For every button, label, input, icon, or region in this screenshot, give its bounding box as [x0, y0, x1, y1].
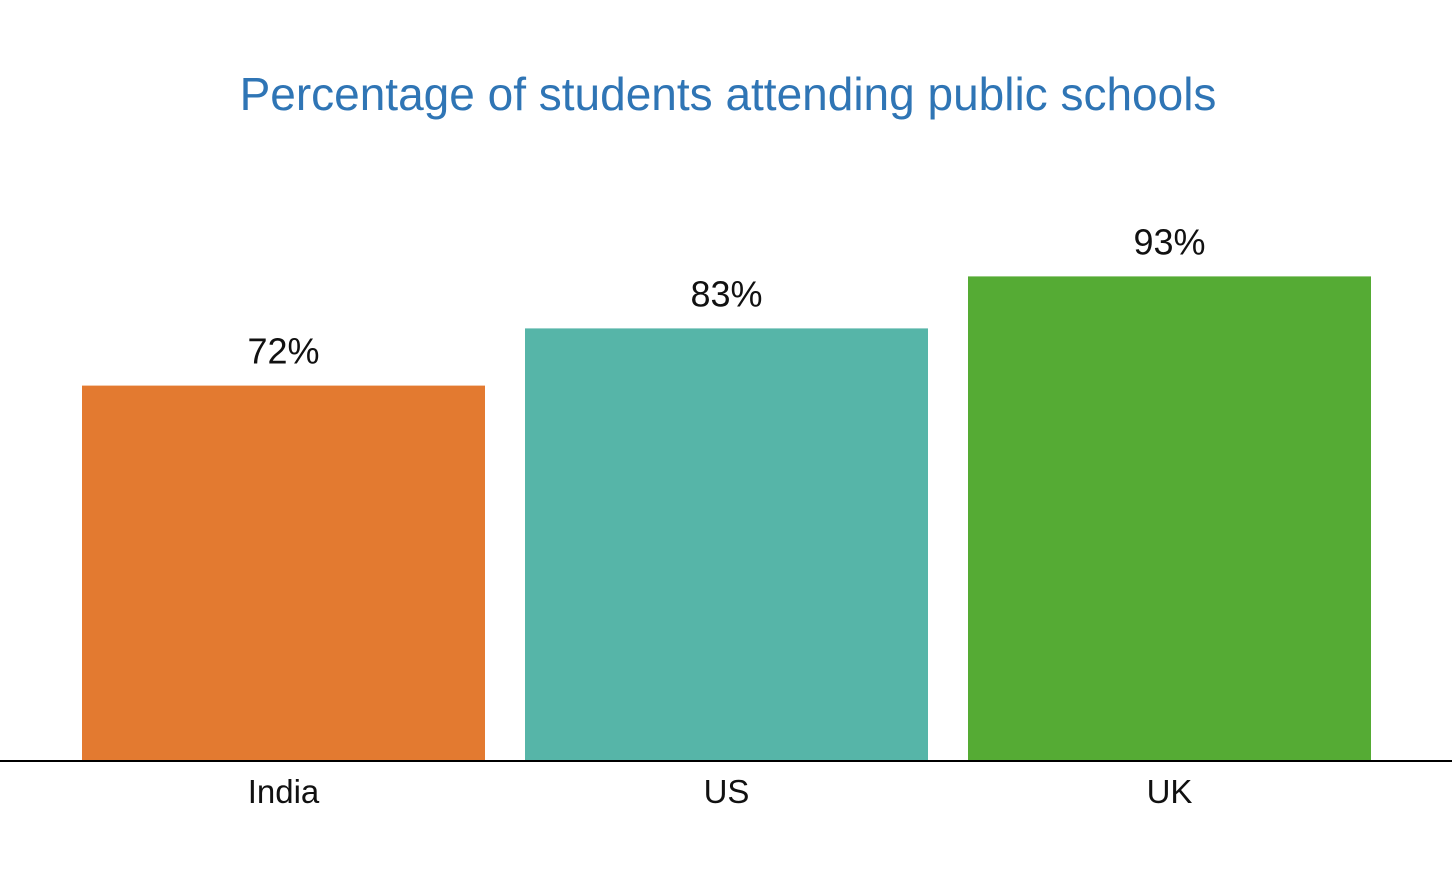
bar-india [82, 385, 485, 760]
chart-title: Percentage of students attending public … [240, 68, 1217, 120]
data-label-uk: 93% [1133, 221, 1205, 262]
x-tick-label-us: US [704, 773, 750, 810]
x-tick-labels-group: India US UK [248, 773, 1193, 810]
data-label-us: 83% [690, 273, 762, 314]
bars-group [82, 276, 1371, 760]
bar-uk [968, 276, 1371, 760]
x-tick-label-uk: UK [1147, 773, 1193, 810]
data-labels-group: 72% 83% 93% [247, 221, 1205, 371]
x-tick-label-india: India [248, 773, 320, 810]
data-label-india: 72% [247, 331, 319, 372]
bar-us [525, 328, 928, 760]
